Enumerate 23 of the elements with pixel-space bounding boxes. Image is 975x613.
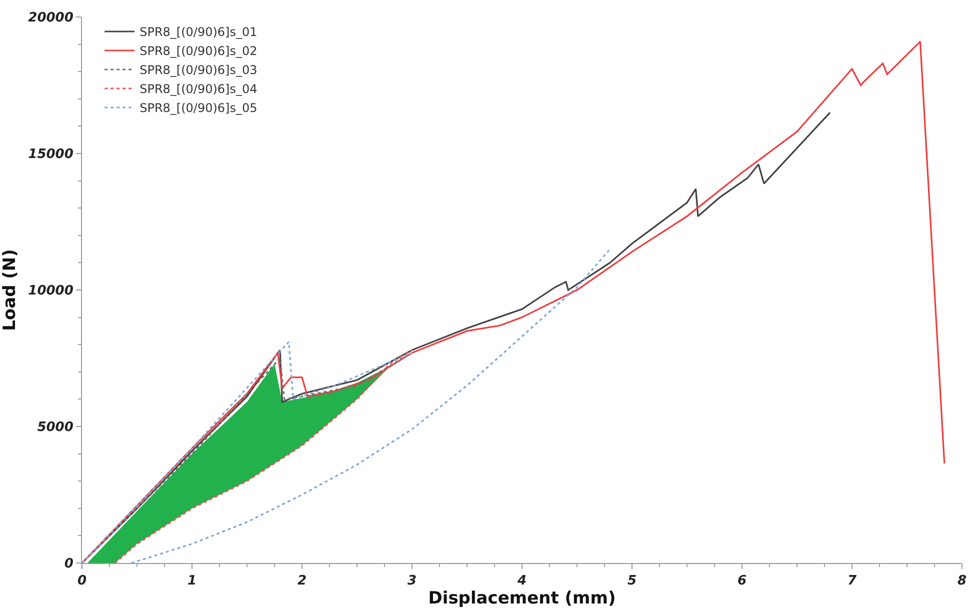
legend-label: SPR8_[(0/90)6]s_01 bbox=[140, 25, 258, 40]
x-tick-label: 7 bbox=[847, 574, 858, 589]
y-tick-label: 15000 bbox=[28, 147, 74, 162]
x-tick-label: 0 bbox=[77, 574, 87, 589]
x-tick-label: 8 bbox=[957, 574, 967, 589]
legend-label: SPR8_[(0/90)6]s_05 bbox=[140, 101, 258, 116]
x-tick-label: 3 bbox=[407, 574, 417, 589]
x-tick-label: 4 bbox=[516, 574, 527, 589]
legend-label: SPR8_[(0/90)6]s_03 bbox=[140, 63, 258, 78]
x-tick-label: 5 bbox=[627, 574, 637, 589]
x-tick-label: 1 bbox=[187, 574, 197, 589]
y-tick-label: 20000 bbox=[28, 10, 74, 26]
line-series bbox=[82, 40, 946, 563]
line-series bbox=[130, 248, 611, 563]
y-tick-label: 5000 bbox=[37, 420, 74, 436]
y-tick-label: 0 bbox=[64, 556, 74, 572]
y-tick-label: 10000 bbox=[28, 284, 74, 299]
x-axis-title: Displacement (mm) bbox=[428, 588, 616, 609]
legend-label: SPR8_[(0/90)6]s_04 bbox=[140, 82, 258, 96]
legend-label: SPR8_[(0/90)6]s_02 bbox=[140, 44, 258, 58]
y-axis-title: Load (N) bbox=[0, 249, 20, 331]
x-tick-label: 6 bbox=[737, 574, 747, 589]
x-tick-label: 2 bbox=[297, 574, 307, 589]
